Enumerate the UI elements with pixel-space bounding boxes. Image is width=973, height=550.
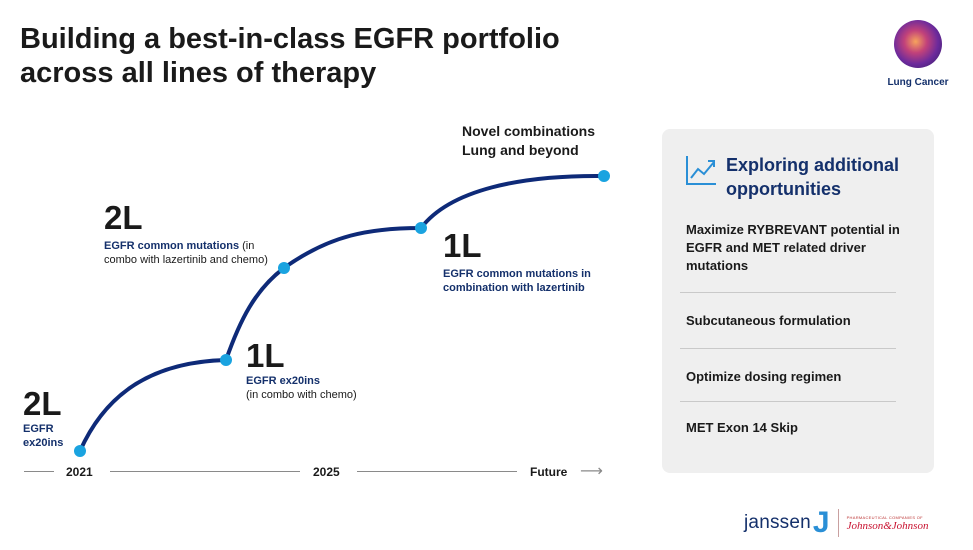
panel-item: Maximize RYBREVANT potential in EGFR and… bbox=[686, 222, 900, 273]
stage-detail: (in combo with lazertinib and chemo) bbox=[104, 240, 268, 266]
stage-detail-bold: EGFR common mutations bbox=[104, 240, 240, 252]
timeline-label-mid: 2025 bbox=[313, 465, 340, 479]
lungs-icon bbox=[894, 20, 942, 68]
timeline-line bbox=[110, 471, 300, 472]
panel-divider bbox=[680, 348, 896, 349]
milestone-dot bbox=[220, 354, 232, 366]
jnj-wordmark: Johnson&Johnson bbox=[846, 519, 929, 532]
arrow-right-icon: ⟶ bbox=[580, 463, 603, 480]
opportunities-panel: Exploring additional opportunities Maxim… bbox=[662, 129, 934, 473]
panel-item: MET Exon 14 Skip bbox=[686, 420, 798, 435]
badge-label: Lung Cancer bbox=[887, 77, 949, 88]
timeline-label-start: 2021 bbox=[66, 465, 93, 479]
milestone-dot bbox=[415, 222, 427, 234]
stage-detail-bold: EGFR ex20ins bbox=[23, 423, 64, 449]
panel-item: Subcutaneous formulation bbox=[686, 313, 851, 328]
stage-line: 1L bbox=[246, 337, 285, 374]
panel-item: Optimize dosing regimen bbox=[686, 369, 842, 384]
curve-path bbox=[78, 173, 606, 453]
title-line-2: across all lines of therapy bbox=[20, 57, 377, 89]
logo-divider bbox=[837, 509, 839, 537]
jnj-tagline: PHARMACEUTICAL COMPANIES OF bbox=[846, 514, 923, 520]
milestone-dot bbox=[598, 170, 610, 182]
stage-detail: (in combo with chemo) bbox=[246, 389, 357, 401]
stage-line: 2L bbox=[104, 199, 143, 236]
stage-detail-bold: EGFR ex20ins bbox=[246, 375, 320, 387]
title-line-1: Building a best-in-class EGFR portfolio bbox=[20, 23, 560, 55]
timeline-label-end: Future bbox=[530, 465, 568, 479]
panel-divider bbox=[680, 292, 896, 293]
milestone-dot bbox=[278, 262, 290, 274]
novel-line-2: Lung and beyond bbox=[462, 142, 579, 158]
panel-divider bbox=[680, 401, 896, 402]
trend-chart-icon bbox=[686, 156, 716, 185]
lung-cancer-badge: Lung Cancer bbox=[878, 20, 958, 88]
panel-title: Exploring additional opportunities bbox=[726, 155, 900, 199]
milestone-dot bbox=[74, 445, 86, 457]
janssen-logo: janssen J PHARMACEUTICAL COMPANIES OF Jo… bbox=[744, 505, 928, 541]
novel-line-1: Novel combinations bbox=[462, 123, 596, 139]
janssen-wordmark: janssen bbox=[744, 512, 811, 533]
stage-line: 1L bbox=[443, 227, 482, 264]
jnj-logo: PHARMACEUTICAL COMPANIES OF Johnson&John… bbox=[847, 515, 929, 532]
janssen-j-icon: J bbox=[812, 506, 830, 539]
stage-detail-bold: EGFR common mutations in combination wit… bbox=[443, 268, 591, 294]
page-title: Building a best-in-class EGFR portfolio … bbox=[20, 22, 560, 90]
stage-line: 2L bbox=[23, 385, 62, 422]
stage-2l-ex20ins: 2L EGFR ex20ins bbox=[23, 386, 93, 450]
stage-2l-common: 2L EGFR common mutations (in combo with … bbox=[104, 200, 282, 267]
novel-combinations-label: Novel combinations Lung and beyond bbox=[462, 122, 595, 160]
timeline-line bbox=[357, 471, 517, 472]
timeline-line bbox=[24, 471, 54, 472]
panel-header: Exploring additional opportunities bbox=[684, 153, 926, 201]
stage-1l-common: 1L EGFR common mutations in combination … bbox=[443, 228, 613, 295]
stage-1l-ex20ins: 1L EGFR ex20ins (in combo with chemo) bbox=[246, 338, 406, 402]
